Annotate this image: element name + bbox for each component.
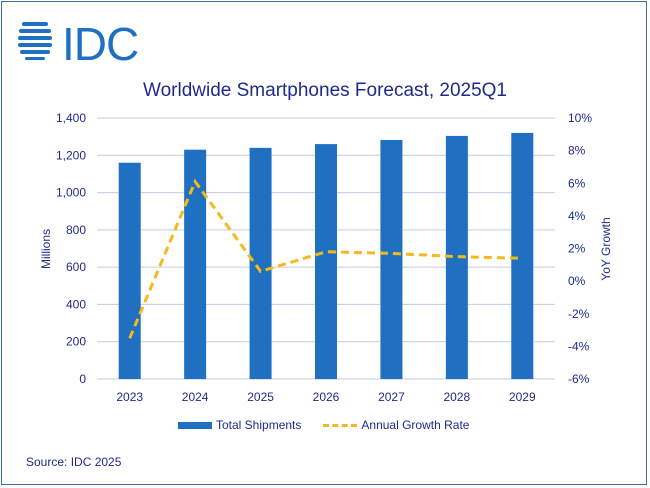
y2-tick-label: 4% bbox=[568, 209, 586, 223]
legend: Total Shipments Annual Growth Rate bbox=[178, 418, 469, 432]
x-tick-label: 2027 bbox=[378, 390, 405, 404]
bar-2028 bbox=[445, 135, 468, 379]
legend-label-growth: Annual Growth Rate bbox=[361, 418, 470, 432]
growth-rate-line bbox=[128, 178, 523, 339]
legend-swatch-line bbox=[323, 423, 358, 427]
x-tick-label: 2025 bbox=[247, 390, 274, 404]
y2-axis-title: YoY Growth bbox=[599, 217, 613, 280]
bar-2025 bbox=[249, 147, 272, 379]
bar-2024 bbox=[184, 149, 207, 379]
legend-label-shipments: Total Shipments bbox=[216, 418, 302, 432]
y2-tick-label: -6% bbox=[568, 372, 590, 386]
y2-tick-label: -4% bbox=[568, 339, 590, 353]
bar-2026 bbox=[315, 144, 337, 379]
idc-logo: IDC bbox=[18, 18, 139, 70]
y2-tick-label: 6% bbox=[568, 176, 586, 190]
y-tick-label: 600 bbox=[66, 260, 86, 274]
y2-tick-label: 2% bbox=[568, 242, 586, 256]
y2-tick-label: 10% bbox=[568, 111, 592, 125]
x-tick-label: 2028 bbox=[444, 390, 471, 404]
y-tick-label: 1,000 bbox=[56, 186, 86, 200]
y-tick-label: 1,400 bbox=[56, 111, 86, 125]
legend-swatch-bar bbox=[178, 421, 212, 429]
y-tick-label: 800 bbox=[66, 223, 86, 237]
bar-2029 bbox=[511, 132, 534, 379]
y-tick-label: 400 bbox=[66, 297, 86, 311]
y2-tick-label: 8% bbox=[568, 144, 586, 158]
x-tick-label: 2024 bbox=[182, 390, 209, 404]
x-tick-label: 2029 bbox=[509, 390, 536, 404]
x-tick-label: 2026 bbox=[313, 390, 340, 404]
y-tick-label: 200 bbox=[66, 335, 86, 349]
chart-title: Worldwide Smartphones Forecast, 2025Q1 bbox=[143, 80, 507, 101]
y2-tick-label: 0% bbox=[568, 274, 586, 288]
bar-2023 bbox=[118, 162, 141, 379]
y2-tick-label: -2% bbox=[568, 307, 590, 321]
y-axis-title: Millions bbox=[39, 229, 53, 269]
x-tick-label: 2023 bbox=[116, 390, 143, 404]
bar-2027 bbox=[380, 139, 403, 379]
y-tick-label: 0 bbox=[79, 372, 86, 386]
y-tick-label: 1,200 bbox=[56, 148, 86, 162]
svg-text:IDC: IDC bbox=[62, 18, 138, 70]
source-note: Source: IDC 2025 bbox=[26, 455, 122, 469]
